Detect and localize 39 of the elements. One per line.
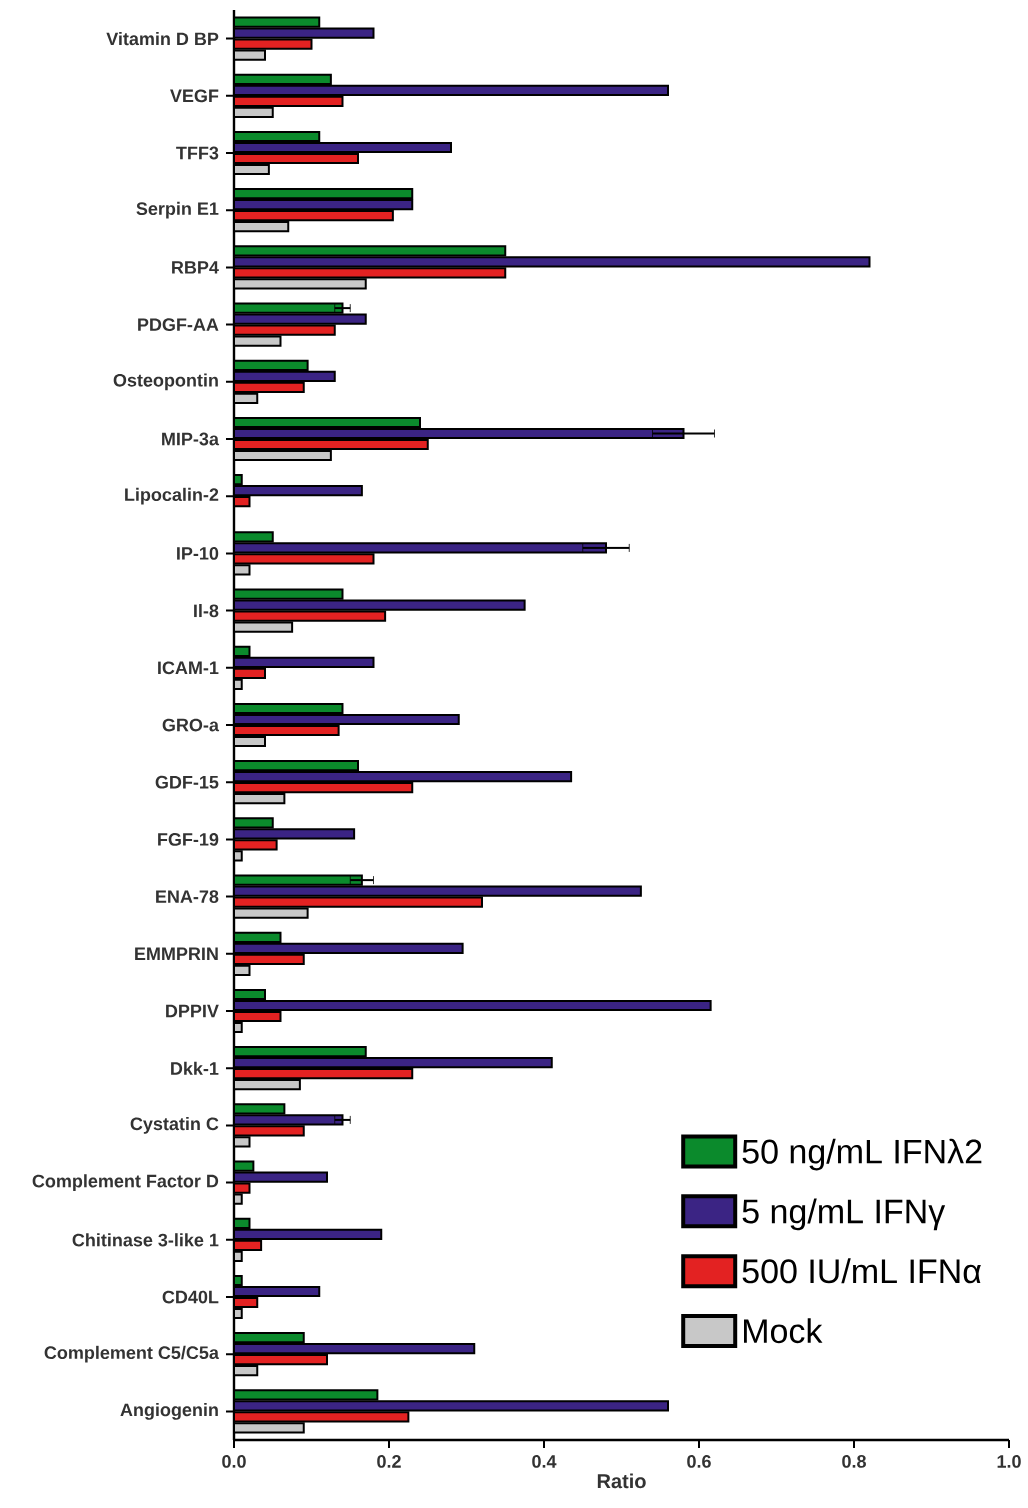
legend-label: 50 ng/mL IFNλ2: [742, 1138, 982, 1171]
y-tick-label: Complement Factor D: [32, 1174, 219, 1191]
y-tick-label: IP-10: [177, 547, 219, 560]
y-tick-label: GDF-15: [155, 775, 219, 789]
x-tick-label: 0.8: [842, 1455, 866, 1468]
y-tick-label: PDGF-AA: [138, 318, 219, 331]
y-tick-label: RBP4: [172, 261, 219, 274]
y-tick-label: Chitinase 3-like 1: [72, 1233, 219, 1247]
bar: [233, 542, 607, 554]
y-tick-label: GRO-a: [162, 718, 219, 732]
y-tick-label: Vitamin D BP: [106, 32, 219, 46]
legend-label: Mock: [743, 1318, 823, 1344]
y-tick-label: MIP-3a: [162, 432, 219, 446]
y-tick-label: ENA-78: [156, 890, 219, 903]
y-tick-label: FGF-19: [158, 833, 219, 846]
x-tick-label: 0.2: [377, 1455, 401, 1468]
y-tick-label: Lipocalin-2: [125, 487, 219, 505]
y-tick-label: Dkk-1: [171, 1061, 219, 1075]
y-tick-label: ICAM-1: [158, 661, 219, 675]
y-tick-label: Osteopontin: [113, 373, 218, 391]
x-axis-title: Ratio: [597, 1473, 646, 1489]
y-tick-label: Cystatin C: [130, 1117, 219, 1134]
y-tick-label: Angiogenin: [120, 1402, 218, 1420]
x-tick-label: 1.0: [997, 1455, 1021, 1468]
legend-label: 500 IU/mL IFNα: [742, 1258, 981, 1284]
y-tick-label: EMMPRIN: [135, 947, 218, 960]
y-tick-label: Il-8: [194, 603, 219, 618]
y-tick-label: Complement C5/C5a: [44, 1345, 219, 1363]
y-tick-label: DPPIV: [166, 1004, 219, 1018]
bar: [233, 302, 344, 314]
legend-label: 5 ng/mL IFNγ: [742, 1198, 946, 1231]
bar: [233, 1114, 344, 1126]
y-tick-label: TFF3: [176, 146, 219, 160]
y-tick-label: CD40L: [162, 1290, 219, 1304]
x-tick-label: 0.6: [687, 1455, 711, 1468]
y-tick-label: VEGF: [169, 89, 219, 103]
x-tick-label: 0.0: [222, 1455, 246, 1468]
x-tick-label: 0.4: [532, 1455, 557, 1468]
y-tick-label: Serpin E1: [136, 201, 219, 219]
